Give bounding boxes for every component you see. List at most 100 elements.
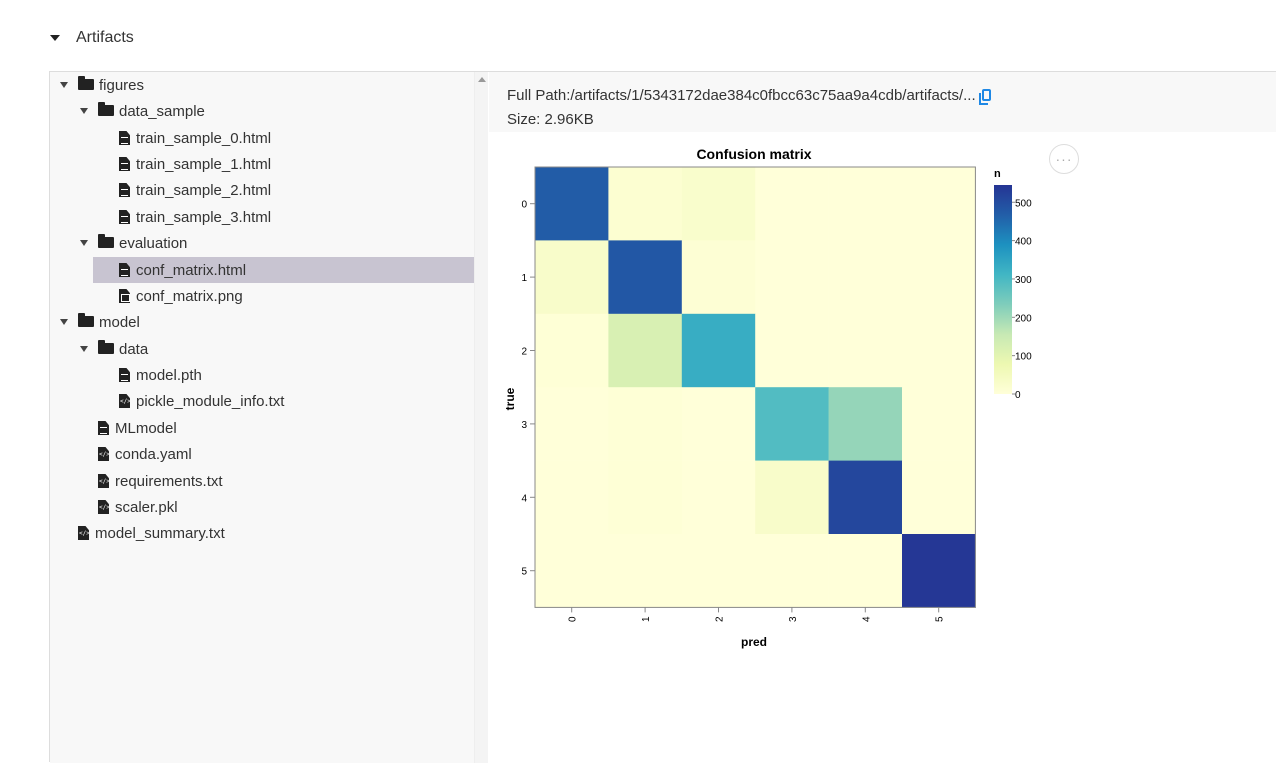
tree-item-label: model.pth (136, 366, 202, 384)
heatmap-cell-1-3 (755, 240, 829, 315)
tree-item-label: scaler.pkl (115, 498, 178, 516)
tree-item-requirements-txt[interactable]: requirements.txt (98, 468, 223, 494)
artifact-preview: Full Path:/artifacts/1/5343172dae384c0fb… (489, 72, 1276, 763)
legend-tick-label: 100 (1015, 352, 1032, 363)
tree-item-model-summary-txt[interactable]: model_summary.txt (78, 520, 225, 546)
expand-toggle-icon[interactable] (80, 240, 88, 246)
heatmap-cell-2-1 (608, 313, 683, 388)
tree-item-data-sample[interactable]: data_sample (80, 98, 205, 124)
heatmap-cell-0-3 (755, 167, 829, 241)
heatmap-cell-0-2 (681, 167, 756, 241)
legend-tick-label: 200 (1015, 313, 1032, 324)
file-icon (98, 421, 109, 435)
heatmap-cell-0-0 (535, 167, 609, 241)
file-icon (119, 157, 130, 171)
legend-tick-label: 300 (1015, 275, 1032, 286)
heatmap-cell-1-2 (681, 240, 756, 315)
y-tick-label: 2 (521, 347, 527, 358)
legend-title: n (994, 168, 1001, 180)
tree-item-figures[interactable]: figures (60, 72, 144, 98)
x-tick-label: 5 (935, 616, 946, 622)
tree-item-label: model_summary.txt (95, 524, 225, 542)
file-icon (119, 368, 130, 382)
folder-icon (98, 101, 114, 116)
tree-item-label: figures (99, 76, 145, 94)
legend-tick-label: 0 (1015, 390, 1021, 401)
tree-item-pickle-module-info-txt[interactable]: pickle_module_info.txt (119, 388, 284, 414)
code-file-icon (98, 474, 109, 488)
heatmap-cell-3-4 (828, 387, 903, 461)
heatmap-cell-3-0 (535, 387, 609, 461)
tree-item-model[interactable]: model (60, 309, 140, 335)
tree-item-label: pickle_module_info.txt (136, 392, 285, 410)
heatmap-cell-1-1 (608, 240, 683, 315)
x-tick-label: 1 (641, 616, 652, 622)
heatmap-cell-2-4 (828, 313, 903, 388)
tree-item-label: model (99, 313, 140, 331)
x-axis: 0 1 2 3 4 5 (568, 607, 946, 622)
copy-icon[interactable] (978, 89, 991, 105)
x-tick-label: 2 (715, 616, 726, 622)
tree-item-train-sample-1-html[interactable]: train_sample_1.html (119, 151, 271, 177)
tree-item-train-sample-3-html[interactable]: train_sample_3.html (119, 204, 271, 230)
section-title: Artifacts (76, 29, 134, 46)
tree-item-conf-matrix-png[interactable]: conf_matrix.png (119, 283, 243, 309)
tree-scrollbar[interactable] (474, 72, 488, 763)
tree-item-conda-yaml[interactable]: conda.yaml (98, 441, 192, 467)
heatmap-cell-1-4 (828, 240, 903, 315)
heatmap-cell-4-3 (755, 460, 829, 535)
tree-item-evaluation[interactable]: evaluation (80, 230, 187, 256)
tree-item-label: conf_matrix.html (136, 261, 247, 279)
tree-item-model-pth[interactable]: model.pth (119, 362, 202, 388)
expand-toggle-icon[interactable] (80, 108, 88, 114)
tree-item-label: conda.yaml (115, 445, 192, 463)
tree-item-label: data_sample (119, 102, 205, 120)
code-file-icon (98, 447, 109, 461)
file-size-text: Size: 2.96KB (507, 111, 594, 128)
x-axis-label: pred (741, 635, 767, 649)
heatmap-cell-2-3 (755, 313, 829, 388)
code-file-icon (119, 394, 130, 408)
heatmap-cell-4-1 (608, 460, 683, 535)
confusion-matrix-chart: Confusion matrix 0 1 2 3 4 5 0 1 2 3 4 5 pred true… (503, 146, 1032, 649)
tree-item-conf-matrix-html[interactable]: conf_matrix.html (93, 257, 474, 283)
x-tick-label: 0 (568, 616, 579, 622)
tree-item-scaler-pkl[interactable]: scaler.pkl (98, 494, 178, 520)
y-tick-label: 4 (521, 493, 527, 504)
tree-item-data[interactable]: data (80, 336, 148, 362)
tree-item-train-sample-2-html[interactable]: train_sample_2.html (119, 177, 271, 203)
chart-title: Confusion matrix (696, 146, 811, 162)
tree-item-label: conf_matrix.png (136, 287, 243, 305)
heatmap-cell-5-4 (828, 534, 903, 608)
heatmap-cell-5-0 (535, 534, 609, 608)
y-axis: 0 1 2 3 4 5 (521, 200, 535, 578)
file-icon (119, 210, 130, 224)
file-icon (119, 183, 130, 197)
tree-item-mlmodel[interactable]: MLmodel (98, 415, 177, 441)
expand-toggle-icon[interactable] (60, 82, 68, 88)
artifacts-section-toggle[interactable]: Artifacts (50, 26, 134, 50)
tree-item-label: MLmodel (115, 419, 177, 437)
more-actions-button[interactable]: ··· (1049, 144, 1079, 174)
expand-toggle-icon[interactable] (60, 319, 68, 325)
file-info: Full Path:/artifacts/1/5343172dae384c0fb… (489, 72, 1276, 132)
heatmap-cell-3-1 (608, 387, 683, 461)
heatmap-cell-5-2 (681, 534, 756, 608)
heatmap-cell-4-0 (535, 460, 609, 535)
heatmap-cell-2-0 (535, 313, 609, 388)
heatmap-cell-4-4 (828, 460, 903, 535)
tree-item-train-sample-0-html[interactable]: train_sample_0.html (119, 125, 271, 151)
x-tick-label: 3 (788, 616, 799, 622)
plot-frame (534, 166, 976, 608)
y-tick-label: 0 (521, 200, 527, 211)
heatmap-cell-5-5 (902, 534, 976, 608)
legend-tick-label: 400 (1015, 237, 1032, 248)
legend-gradient-bar (994, 185, 1012, 394)
legend-tick-label: 500 (1015, 198, 1032, 209)
full-path-text: Full Path:/artifacts/1/5343172dae384c0fb… (507, 87, 976, 104)
heatmap-cell-1-5 (902, 240, 976, 315)
scroll-up-icon[interactable] (478, 77, 486, 82)
heatmap-cells (534, 166, 976, 608)
expand-toggle-icon[interactable] (80, 346, 88, 352)
tree-item-label: data (119, 340, 149, 358)
